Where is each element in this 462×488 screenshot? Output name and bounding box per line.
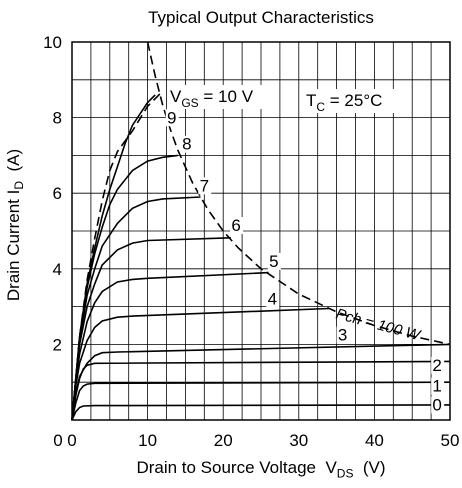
curve-label-backing bbox=[266, 290, 280, 308]
curve-label-backing bbox=[180, 135, 194, 153]
curve-label-4: 4 bbox=[268, 290, 277, 309]
x-tick-label: 0 bbox=[67, 431, 76, 450]
tc-annotation-backing bbox=[303, 89, 409, 113]
series-line-vgs-0 bbox=[71, 404, 451, 421]
curve-label-8: 8 bbox=[182, 135, 191, 154]
vgs-annotation-backing bbox=[167, 85, 279, 109]
curve-label-backing bbox=[431, 396, 445, 414]
series-line-vgs-1 bbox=[71, 381, 451, 421]
curve-label-backing bbox=[336, 326, 350, 344]
curve-label-backing bbox=[431, 377, 445, 395]
curve-label-2: 2 bbox=[432, 356, 441, 375]
series-line-vgs-8 bbox=[71, 154, 178, 421]
series-line-vgs-5 bbox=[71, 271, 269, 421]
chart-title: Typical Output Characteristics bbox=[148, 8, 374, 27]
curve-label-0: 0 bbox=[432, 396, 441, 415]
curve-label-6: 6 bbox=[231, 216, 240, 235]
curve-label-backing bbox=[431, 356, 445, 374]
curve-label-1: 1 bbox=[432, 377, 441, 396]
series-line-vgs-9 bbox=[71, 94, 156, 421]
y-tick-label: 8 bbox=[53, 109, 62, 128]
vgs-annotation: VGS = 10 V bbox=[170, 87, 254, 110]
curve-label-backing bbox=[198, 177, 212, 195]
series-line-vgs-7 bbox=[71, 196, 201, 421]
curve-label-backing bbox=[230, 217, 244, 234]
x-tick-label: 50 bbox=[441, 431, 460, 450]
x-tick-label: 30 bbox=[289, 431, 308, 450]
y-tick-label: 2 bbox=[53, 335, 62, 354]
x-axis-label: Drain to Source Voltage VDS (V) bbox=[136, 458, 386, 481]
x-tick-label: 20 bbox=[214, 431, 233, 450]
y-tick-label: 6 bbox=[53, 184, 62, 203]
series-line-vgs-4 bbox=[71, 307, 330, 421]
curve-label-5: 5 bbox=[269, 252, 278, 271]
curve-label-backing bbox=[165, 109, 179, 127]
y-tick-label: 10 bbox=[43, 33, 62, 52]
curve-label-backing bbox=[267, 252, 281, 270]
series-line-vgs-6 bbox=[71, 237, 231, 421]
tc-annotation: TC = 25°C bbox=[306, 91, 382, 114]
power-limit-dashed-curve bbox=[146, 41, 451, 346]
plot-frame bbox=[71, 41, 451, 421]
curve-label-9: 9 bbox=[167, 108, 176, 127]
curve-label-3: 3 bbox=[338, 326, 347, 345]
vgs-limit-dashed-curve bbox=[71, 90, 164, 421]
x-tick-label: 10 bbox=[138, 431, 157, 450]
series-line-vgs-3 bbox=[71, 343, 451, 421]
x-tick-label: 40 bbox=[365, 431, 384, 450]
curve-label-7: 7 bbox=[200, 176, 209, 195]
y-tick-label: 4 bbox=[53, 260, 62, 279]
y-tick-label-zero: 0 bbox=[53, 431, 62, 450]
